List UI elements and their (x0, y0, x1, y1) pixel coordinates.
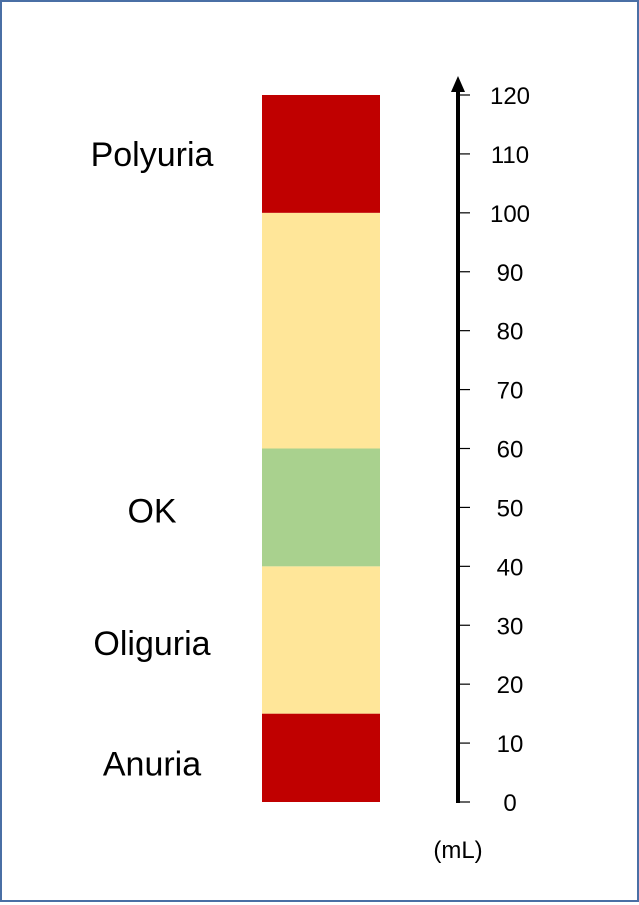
axis-arrowhead (451, 76, 465, 92)
band-0-15 (262, 713, 380, 802)
axis-tick-label-120: 120 (490, 83, 530, 110)
volume-axis: 0 10 20 30 40 50 60 70 80 90 100 110 120 (451, 76, 530, 817)
axis-tick-label-40: 40 (497, 554, 524, 581)
category-labels: Polyuria OK Oliguria Anuria (91, 136, 214, 784)
axis-tick-label-10: 10 (497, 731, 524, 758)
axis-tick-label-100: 100 (490, 201, 530, 228)
axis-tick-label-110: 110 (491, 142, 529, 169)
axis-tick-label-50: 50 (497, 495, 524, 522)
category-label-ok: OK (127, 492, 176, 530)
axis-tick-label-30: 30 (497, 613, 524, 640)
axis-tick-label-90: 90 (497, 260, 524, 287)
category-label-oliguria: Oliguria (93, 625, 210, 663)
band-15-40 (262, 566, 380, 714)
color-bands (262, 95, 380, 802)
category-label-anuria: Anuria (103, 746, 201, 784)
category-label-polyuria: Polyuria (91, 136, 214, 174)
axis-tick-label-60: 60 (497, 437, 524, 464)
band-40-60 (262, 448, 380, 567)
band-60-100 (262, 212, 380, 449)
axis-tick-label-20: 20 (497, 672, 524, 699)
axis-tick-label-0: 0 (503, 790, 516, 817)
unit-label: (mL) (433, 837, 482, 864)
axis-tick-label-80: 80 (497, 319, 524, 346)
band-100-120 (262, 95, 380, 213)
axis-tick-label-70: 70 (497, 378, 524, 405)
